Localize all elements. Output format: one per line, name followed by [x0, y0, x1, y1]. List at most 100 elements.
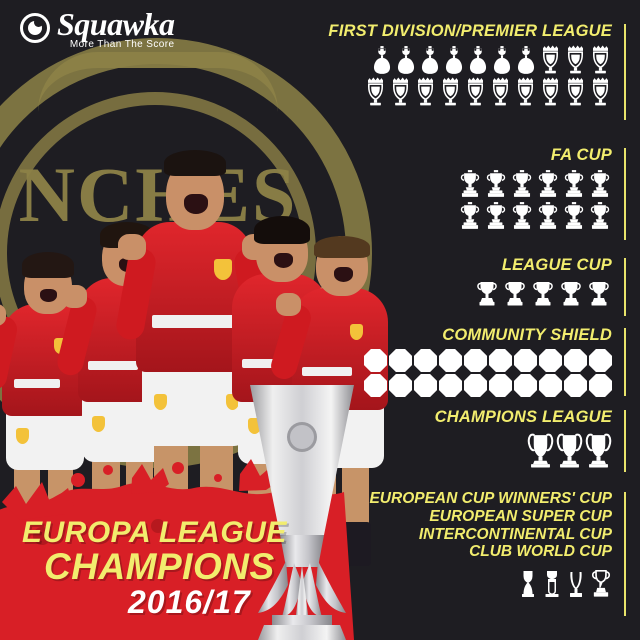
league-cup-trophy-icon [558, 279, 584, 307]
community-shield-icon [589, 349, 612, 372]
europa-league-title-line2: CHAMPIONS [44, 546, 275, 587]
trophy-row [527, 431, 612, 469]
community-shield-icon [489, 349, 512, 372]
trophy-rows [458, 169, 612, 231]
section-divider [624, 24, 626, 120]
premier-league-trophy-icon [539, 45, 562, 75]
community-shield-icon [364, 349, 387, 372]
section-divider [624, 492, 626, 616]
section-heading: COMMUNITY SHIELD [442, 326, 612, 344]
squawka-logo[interactable]: Squawka More Than The Score [20, 6, 175, 50]
squawka-circle-icon [20, 13, 50, 43]
community-shield-icon [389, 374, 412, 397]
fa-cup-trophy-icon [458, 169, 482, 199]
old-first-division-trophy-icon [467, 45, 489, 75]
trophy-rows [474, 279, 612, 307]
section-heading: INTERCONTINENTAL CUP [418, 525, 612, 543]
section-heading: FIRST DIVISION/PREMIER LEAGUE [328, 22, 612, 40]
old-first-division-trophy-icon [491, 45, 513, 75]
community-shield-icon [389, 349, 412, 372]
community-shield-icon [589, 374, 612, 397]
premier-league-trophy-icon [589, 77, 612, 107]
section-community-shield: COMMUNITY SHIELD [364, 326, 612, 397]
trophy-row [369, 567, 612, 601]
champions-league-trophy-icon [556, 431, 583, 469]
fa-cup-trophy-icon [510, 169, 534, 199]
brand-name: Squawka [57, 6, 175, 42]
honours-panel: FIRST DIVISION/PREMIER LEAGUE FA CUP LEA… [328, 0, 640, 640]
old-first-division-trophy-icon [371, 45, 393, 75]
community-shield-icon [564, 349, 587, 372]
section-heading: FA CUP [550, 146, 612, 164]
community-shield-icon [364, 374, 387, 397]
fa-cup-trophy-icon [484, 169, 508, 199]
community-shield-icon [439, 349, 462, 372]
european-super-cup-trophy-icon [542, 567, 562, 601]
league-cup-trophy-icon [502, 279, 528, 307]
fa-cup-trophy-icon [562, 169, 586, 199]
section-heading: EUROPEAN CUP WINNERS' CUP [369, 490, 612, 507]
section-divider [624, 328, 626, 396]
community-shield-icon [514, 374, 537, 397]
community-shield-icon [514, 349, 537, 372]
trophy-row [474, 279, 612, 307]
season-label: 2016/17 [128, 584, 251, 620]
premier-league-trophy-icon [564, 45, 587, 75]
old-first-division-trophy-icon [515, 45, 537, 75]
trophy-rows [328, 45, 612, 107]
community-shield-icon [539, 349, 562, 372]
shield-row [364, 349, 612, 372]
premier-league-trophy-icon [589, 45, 612, 75]
section-champions-league: CHAMPIONS LEAGUE [435, 408, 612, 469]
section-divider [624, 410, 626, 472]
europa-league-trophy-icon [232, 385, 372, 640]
community-shield-icon [564, 374, 587, 397]
section-divider [624, 258, 626, 316]
premier-league-trophy-icon [389, 77, 412, 107]
community-shield-icon [439, 374, 462, 397]
badge-arc [38, 52, 278, 112]
premier-league-trophy-icon [514, 77, 537, 107]
trophy-row [458, 169, 612, 199]
premier-league-trophy-icon [539, 77, 562, 107]
premier-league-trophy-icon [564, 77, 587, 107]
premier-league-trophy-icon [414, 77, 437, 107]
fa-cup-trophy-icon [588, 201, 612, 231]
old-first-division-trophy-icon [443, 45, 465, 75]
community-shield-icon [414, 349, 437, 372]
club-world-cup-trophy-icon [590, 567, 612, 601]
europa-league-title-line1: EUROPA LEAGUE [22, 516, 287, 549]
fa-cup-trophy-icon [510, 201, 534, 231]
intercontinental-cup-trophy-icon [566, 567, 586, 601]
champions-league-trophy-icon [527, 431, 554, 469]
community-shield-icon [464, 374, 487, 397]
premier-league-trophy-icon [489, 77, 512, 107]
fa-cup-trophy-icon [536, 201, 560, 231]
community-shield-icon [414, 374, 437, 397]
league-cup-trophy-icon [586, 279, 612, 307]
league-cup-trophy-icon [474, 279, 500, 307]
section-heading: CLUB WORLD CUP [469, 543, 612, 561]
section-heading: EUROPEAN SUPER CUP [429, 507, 612, 525]
old-first-division-trophy-icon [419, 45, 441, 75]
section-fa-cup: FA CUP [458, 146, 612, 231]
fa-cup-trophy-icon [458, 201, 482, 231]
section-other-cups: EUROPEAN CUP WINNERS' CUP EUROPEAN SUPER… [369, 490, 612, 601]
league-cup-trophy-icon [530, 279, 556, 307]
trophy-row [364, 77, 612, 107]
brand-tagline: More Than The Score [69, 38, 175, 50]
section-league-cup: LEAGUE CUP [474, 256, 612, 307]
trophy-row [458, 201, 612, 231]
section-divider [624, 148, 626, 240]
premier-league-trophy-icon [439, 77, 462, 107]
premier-league-trophy-icon [364, 77, 387, 107]
trophy-rows [435, 431, 612, 469]
fa-cup-trophy-icon [588, 169, 612, 199]
old-first-division-trophy-icon [395, 45, 417, 75]
premier-league-trophy-icon [464, 77, 487, 107]
cup-winners-cup-trophy-icon [518, 567, 538, 601]
section-heading: LEAGUE CUP [501, 256, 612, 274]
champions-league-trophy-icon [585, 431, 612, 469]
community-shield-icon [464, 349, 487, 372]
